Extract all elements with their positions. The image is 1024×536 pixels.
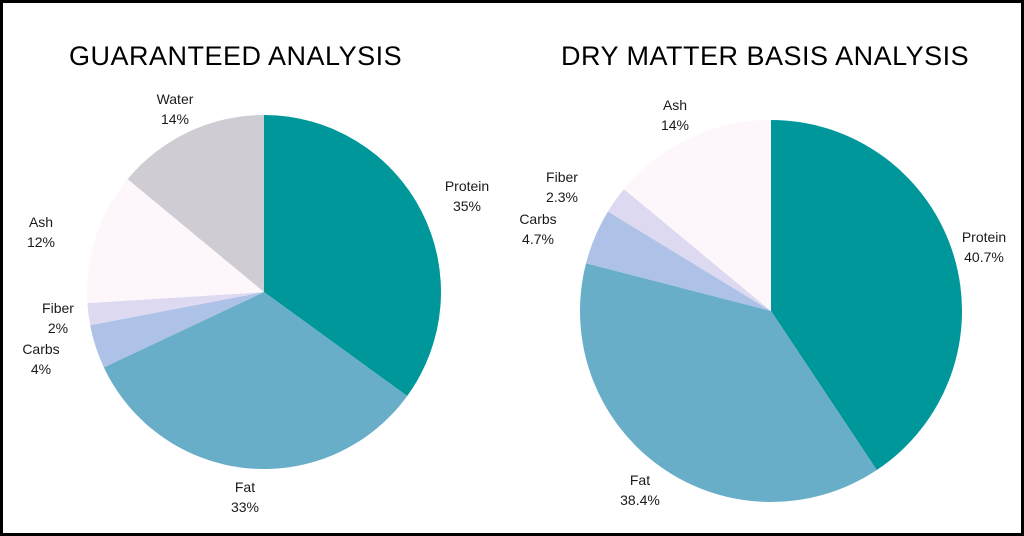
slice-value-fiber: 2.3%: [546, 189, 578, 205]
pie-slice-fat: [103, 292, 408, 469]
slice-value-water: 14%: [161, 111, 189, 127]
slice-label-protein: Protein: [962, 229, 1006, 245]
slice-label-ash: Ash: [29, 214, 53, 230]
slice-label-fat: Fat: [235, 479, 255, 495]
slice-value-ash: 12%: [27, 234, 55, 250]
pie-slice-protein: [264, 115, 441, 397]
pie-slice-fiber: [87, 292, 264, 326]
pie-slice-fat: [580, 263, 877, 502]
slice-label-ash: Ash: [663, 97, 687, 113]
pie-slice-fiber: [607, 189, 771, 311]
pie-slice-carbs: [586, 211, 771, 311]
slice-label-protein: Protein: [445, 178, 489, 194]
pie-slice-water: [127, 115, 264, 292]
slice-value-carbs: 4.7%: [522, 231, 554, 247]
dry-matter-analysis-title: DRY MATTER BASIS ANALYSIS: [561, 41, 970, 71]
guaranteed-analysis-title: GUARANTEED ANALYSIS: [69, 41, 403, 71]
slice-value-protein: 35%: [453, 198, 481, 214]
slice-value-fat: 33%: [231, 499, 259, 515]
slice-value-fat: 38.4%: [620, 492, 660, 508]
slice-label-water: Water: [157, 91, 194, 107]
slice-label-fat: Fat: [630, 472, 650, 488]
dry-matter-basis-pie: Protein 40.7% Fat 38.4% Carbs 4.7% Fiber 2.3% As…: [519, 97, 1006, 508]
pie-slice-ash: [623, 120, 771, 311]
guaranteed-analysis-pie: Protein 35% Fat 33% Carbs 4% Fiber 2% Ash 12% Wate…: [22, 91, 489, 515]
slice-label-carbs: Carbs: [22, 341, 59, 357]
slice-value-ash: 14%: [661, 117, 689, 133]
pie-slice-ash: [86, 179, 264, 304]
slice-label-fiber: Fiber: [42, 300, 74, 316]
slice-value-protein: 40.7%: [964, 249, 1004, 265]
pie-slice-carbs: [90, 292, 264, 368]
slice-value-carbs: 4%: [31, 361, 51, 377]
pie-slice-protein: [771, 120, 962, 471]
slice-value-fiber: 2%: [48, 320, 68, 336]
slice-label-carbs: Carbs: [519, 211, 556, 227]
slice-label-fiber: Fiber: [546, 169, 578, 185]
